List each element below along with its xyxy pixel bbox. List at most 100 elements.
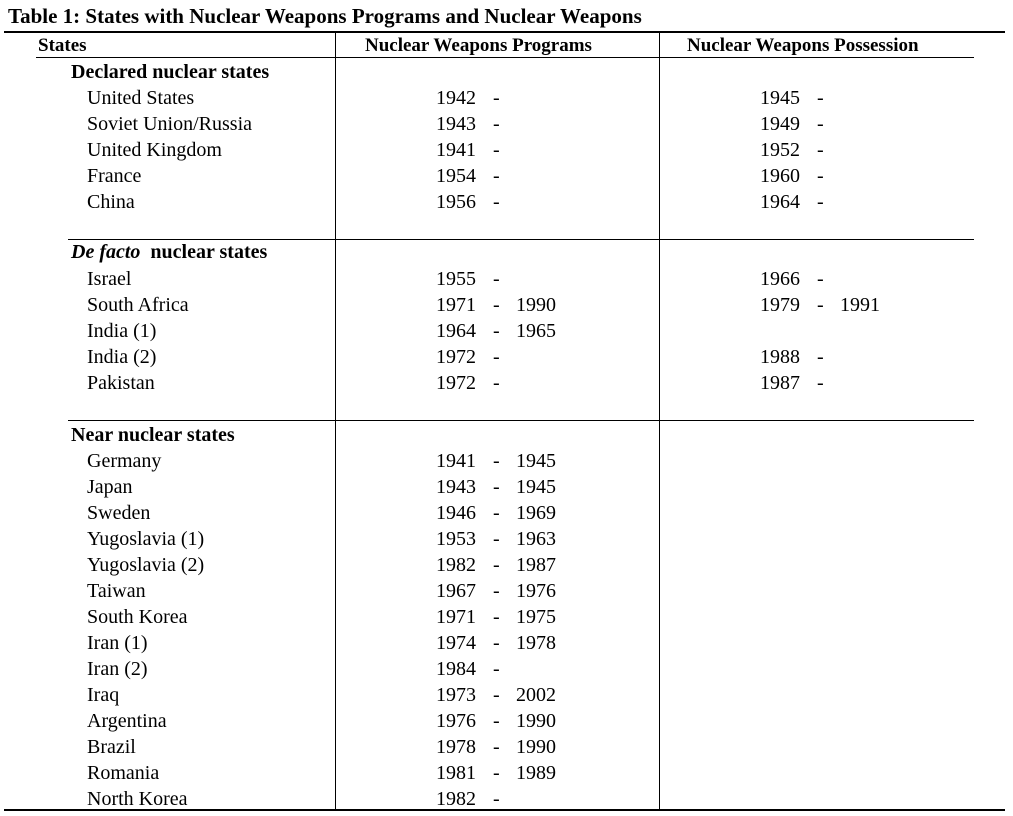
table-row: Sweden 1946-1969 [0, 500, 1013, 526]
program-dash: - [493, 710, 500, 732]
program-end-cell: 2002 [516, 684, 556, 706]
state-cell: China [87, 191, 135, 213]
program-start-cell: 1981 [436, 762, 476, 784]
program-dash: - [493, 268, 500, 290]
table-bottom-rule [4, 809, 1005, 811]
program-start-cell: 1984 [436, 658, 476, 680]
state-cell: Argentina [87, 710, 167, 732]
program-start-cell: 1982 [436, 788, 476, 810]
program-start-cell: 1943 [436, 476, 476, 498]
table-row: Iraq 1973-2002 [0, 682, 1013, 708]
program-start-cell: 1956 [436, 191, 476, 213]
program-dash: - [493, 476, 500, 498]
state-cell: Iran (1) [87, 632, 148, 654]
program-dash: - [493, 736, 500, 758]
program-dash: - [493, 606, 500, 628]
table-title: Table 1: States with Nuclear Weapons Pro… [8, 4, 642, 28]
state-cell: Iran (2) [87, 658, 148, 680]
possession-dash: - [817, 268, 824, 290]
program-dash: - [493, 139, 500, 161]
state-cell: India (1) [87, 320, 157, 342]
possession-dash: - [817, 191, 824, 213]
program-dash: - [493, 502, 500, 524]
possession-start-cell: 1964 [760, 191, 800, 213]
possession-start-cell: 1945 [760, 87, 800, 109]
program-start-cell: 1971 [436, 294, 476, 316]
state-cell: Yugoslavia (1) [87, 528, 205, 550]
program-dash: - [493, 320, 500, 342]
state-cell: Yugoslavia (2) [87, 554, 205, 576]
program-dash: - [493, 346, 500, 368]
program-end-cell: 1990 [516, 736, 556, 758]
program-start-cell: 1941 [436, 139, 476, 161]
table-row: South Africa 1971-1990 1979-1991 [0, 292, 1013, 318]
state-cell: Iraq [87, 684, 120, 706]
column-divider-1 [335, 33, 336, 810]
program-start-cell: 1982 [436, 554, 476, 576]
possession-end-cell: 1991 [840, 294, 880, 316]
table-row: China 1956-1964- [0, 189, 1013, 215]
header-programs: Nuclear Weapons Programs [365, 35, 592, 56]
table-row: Pakistan 1972-1987- [0, 370, 1013, 396]
program-start-cell: 1973 [436, 684, 476, 706]
table-row: Yugoslavia (1) 1953-1963 [0, 526, 1013, 552]
table-row: Israel 1955-1966- [0, 266, 1013, 292]
state-cell: Brazil [87, 736, 136, 758]
program-start-cell: 1967 [436, 580, 476, 602]
table-row: Iran (2) 1984- [0, 656, 1013, 682]
table-row: Argentina 1976-1990 [0, 708, 1013, 734]
program-start-cell: 1943 [436, 113, 476, 135]
section-label-text: nuclear states [150, 241, 268, 263]
program-start-cell: 1976 [436, 710, 476, 732]
column-divider-2 [659, 33, 660, 810]
state-cell: South Africa [87, 294, 189, 316]
program-end-cell: 1963 [516, 528, 556, 550]
program-dash: - [493, 788, 500, 810]
program-start-cell: 1964 [436, 320, 476, 342]
section-label-de-facto: De facto nuclear states [71, 240, 267, 264]
table-row: United Kingdom 1941-1952- [0, 137, 1013, 163]
table-row: Taiwan 1967-1976 [0, 578, 1013, 604]
program-end-cell: 1990 [516, 294, 556, 316]
possession-start-cell: 1966 [760, 268, 800, 290]
program-start-cell: 1972 [436, 372, 476, 394]
state-cell: Taiwan [87, 580, 146, 602]
section-divider-2 [68, 420, 974, 421]
possession-dash: - [817, 372, 824, 394]
section-label-text: Declared nuclear states [71, 61, 270, 83]
program-dash: - [493, 165, 500, 187]
program-end-cell: 1990 [516, 710, 556, 732]
possession-start-cell: 1949 [760, 113, 800, 135]
possession-start-cell: 1987 [760, 372, 800, 394]
section-label-text: Near nuclear states [71, 424, 235, 446]
program-end-cell: 1989 [516, 762, 556, 784]
state-cell: United Kingdom [87, 139, 222, 161]
table-row: France 1954-1960- [0, 163, 1013, 189]
state-cell: South Korea [87, 606, 188, 628]
table-row: Yugoslavia (2) 1982-1987 [0, 552, 1013, 578]
table-top-rule [4, 31, 1005, 33]
program-end-cell: 1987 [516, 554, 556, 576]
section-label-declared: Declared nuclear states [71, 60, 269, 84]
possession-start-cell: 1979 [760, 294, 800, 316]
program-end-cell: 1945 [516, 450, 556, 472]
table-row: Germany 1941-1945 [0, 448, 1013, 474]
program-dash: - [493, 684, 500, 706]
program-start-cell: 1954 [436, 165, 476, 187]
program-start-cell: 1953 [436, 528, 476, 550]
state-cell: North Korea [87, 788, 188, 810]
program-start-cell: 1974 [436, 632, 476, 654]
table-row: United States 1942-1945- [0, 85, 1013, 111]
program-start-cell: 1972 [436, 346, 476, 368]
table-row: South Korea 1971-1975 [0, 604, 1013, 630]
program-end-cell: 1969 [516, 502, 556, 524]
possession-dash: - [817, 294, 824, 316]
program-dash: - [493, 294, 500, 316]
program-dash: - [493, 450, 500, 472]
state-cell: France [87, 165, 142, 187]
state-cell: India (2) [87, 346, 157, 368]
program-start-cell: 1971 [436, 606, 476, 628]
program-dash: - [493, 658, 500, 680]
program-dash: - [493, 632, 500, 654]
state-cell: Germany [87, 450, 162, 472]
